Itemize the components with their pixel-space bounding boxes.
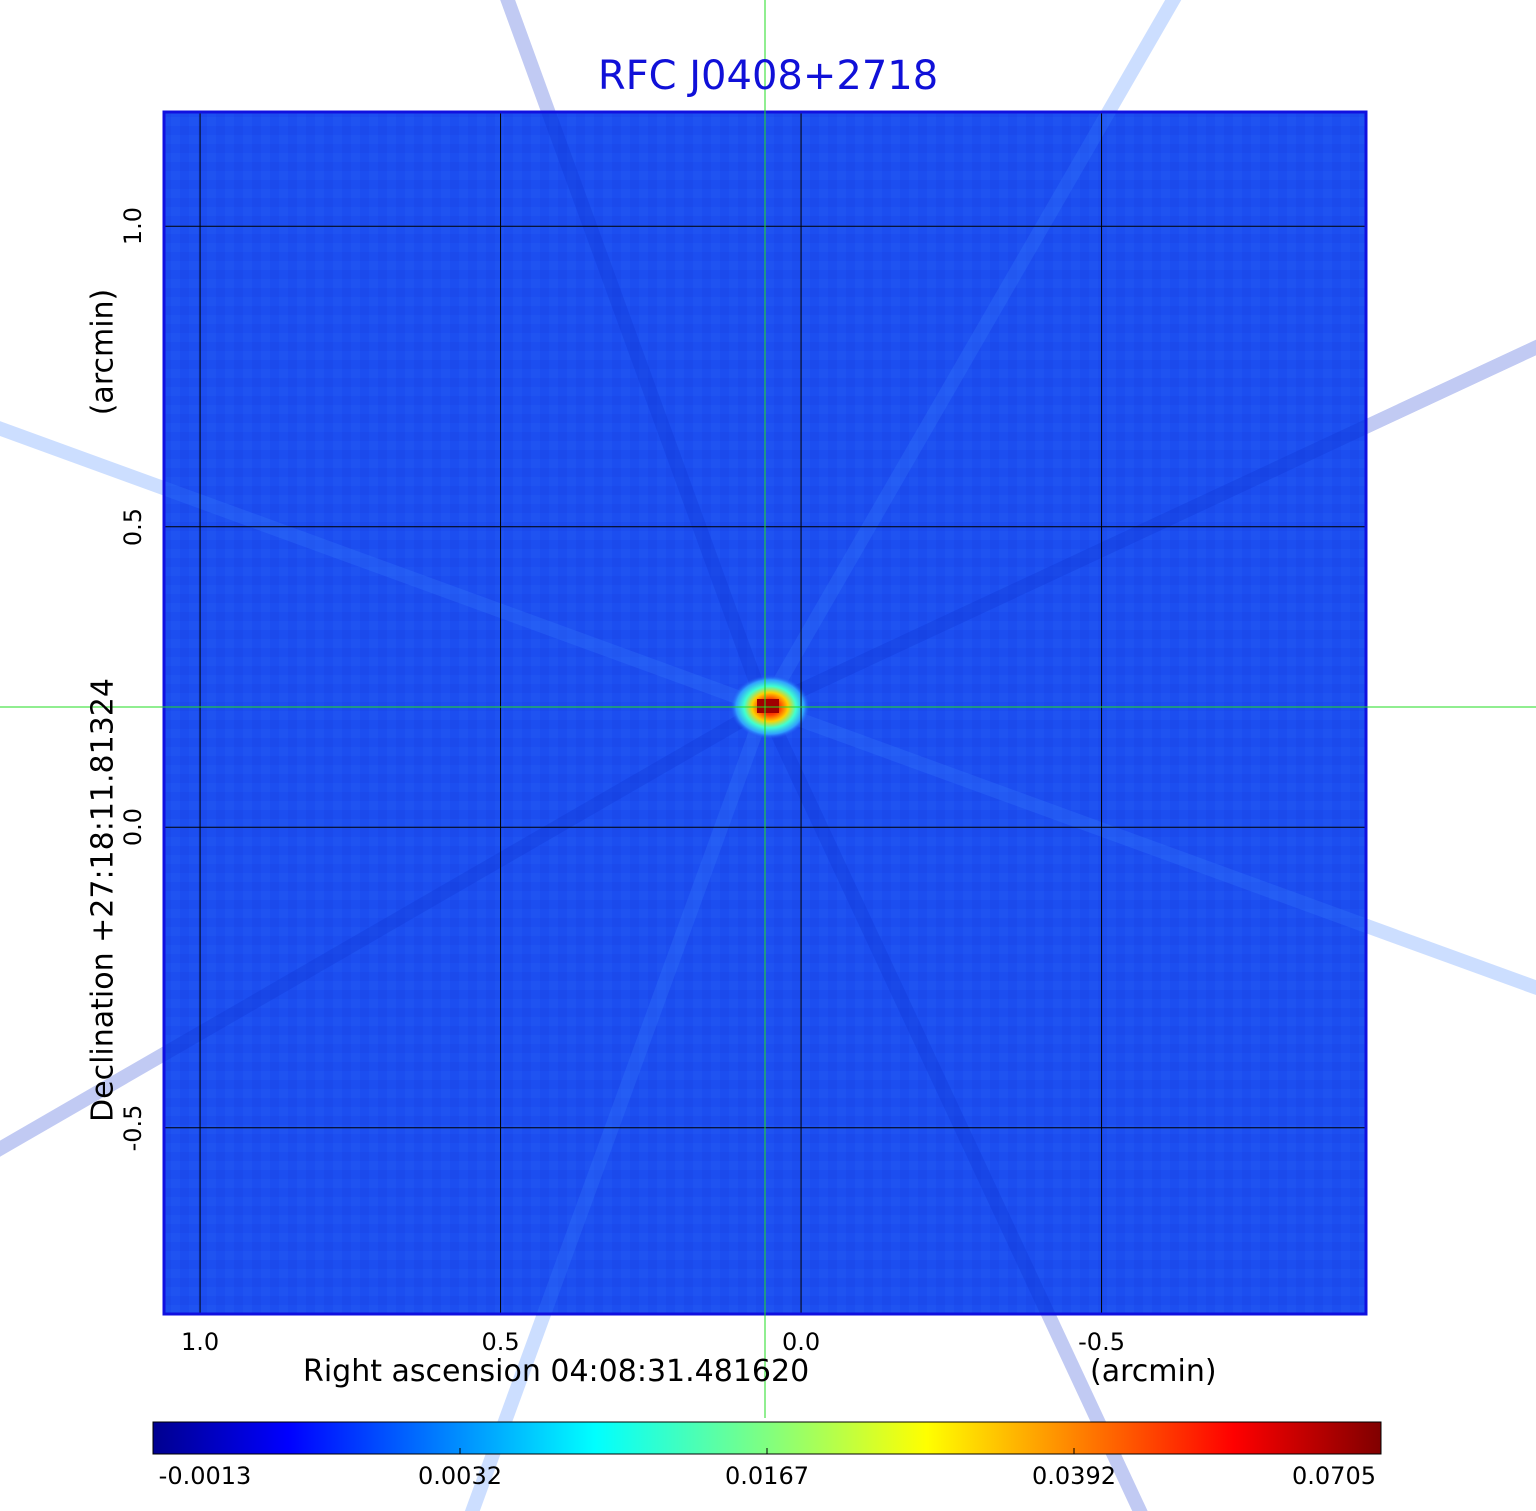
y-tick-label: 0.0 [119, 808, 147, 847]
y-tick-label: 1.0 [119, 207, 147, 246]
streak-2 [758, 704, 1148, 1511]
colorbar-tick-label: 0.0392 [1032, 1462, 1116, 1490]
colorbar-tick-label: 0.0032 [418, 1462, 502, 1490]
y-axis-label: Declination +27:18:11.81324 [85, 678, 121, 1122]
colorbar-tick-label: 0.0167 [725, 1462, 809, 1490]
y-tick-label: 0.5 [119, 507, 147, 546]
peak-core [757, 698, 779, 713]
streak-5 [0, 421, 768, 714]
streak-7 [758, 0, 1182, 711]
y-tick-label: -0.5 [119, 1104, 147, 1152]
x-tick-label: 0.0 [781, 1328, 821, 1356]
colorbar-tick-label: -0.0013 [158, 1462, 252, 1490]
x-tick-label: -0.5 [1078, 1328, 1125, 1356]
y-axis-unit: (arcmin) [85, 288, 121, 416]
streak-0 [762, 339, 1536, 714]
colorbar-tick-label: 0.0705 [1292, 1462, 1376, 1490]
x-tick-label: 0.5 [481, 1328, 520, 1356]
x-tick-label: 1.0 [180, 1328, 220, 1356]
streak-3 [464, 704, 772, 1511]
crosshair [0, 0, 1536, 1418]
streak-6 [500, 0, 772, 710]
x-axis-unit: (arcmin) [1090, 1354, 1217, 1389]
streak-1 [762, 700, 1536, 996]
colorbar-tick-marks [152, 1448, 1382, 1454]
chart-title: RFC J0408+2718 [597, 53, 939, 99]
streak-8 [762, 339, 1536, 714]
streak-4 [0, 700, 769, 1157]
x-axis-label: Right ascension 04:08:31.481620 [303, 1354, 810, 1389]
